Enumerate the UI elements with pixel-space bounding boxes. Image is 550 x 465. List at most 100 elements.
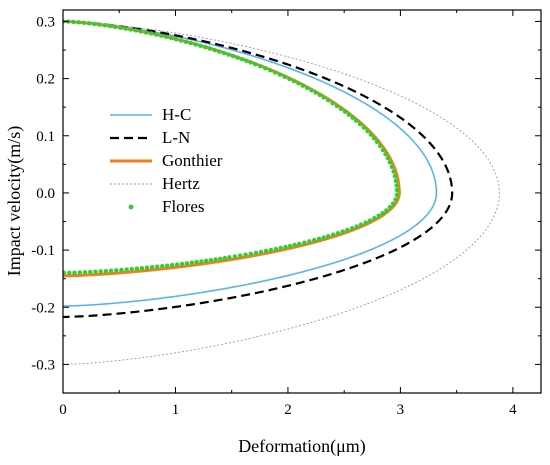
series-flores-point: [193, 42, 198, 47]
series-flores-point: [114, 268, 119, 273]
series-flores-point: [67, 270, 72, 276]
series-flores-point: [169, 262, 175, 268]
series-flores-point: [371, 136, 377, 141]
axis-ticks: 0 1 2 3 4 0.3 0.2 0.1 0.0 -0.1 -0.2 -0.3: [31, 10, 541, 418]
series-flores-point: [272, 70, 278, 75]
series-flores-point: [278, 245, 283, 251]
series-flores-point: [155, 264, 160, 269]
series-flores-point: [345, 227, 350, 233]
series-flores-point: [394, 187, 400, 193]
series-flores-point: [321, 235, 326, 240]
series-flores-point: [357, 121, 363, 127]
series-flores-point: [244, 58, 249, 64]
series-flores-point: [312, 237, 317, 243]
series-flores-point: [103, 268, 109, 274]
series-flores-point: [203, 44, 208, 50]
series-flores-point: [380, 211, 385, 216]
series-flores-point: [160, 263, 165, 269]
legend-flores-marker: [128, 204, 134, 210]
series-flores-point: [307, 239, 312, 244]
series-flores-point: [123, 26, 128, 31]
series-flores-point: [297, 241, 302, 247]
series-flores-point: [243, 252, 248, 257]
series-flores-point: [128, 27, 133, 32]
series-flores-point: [184, 261, 190, 266]
series-flores-point: [143, 30, 149, 35]
legend: H-C L-N Gonthier Hertz Flores: [110, 105, 223, 216]
series-flores-point: [238, 253, 243, 258]
series-flores-point: [346, 112, 352, 117]
series-flores-point: [252, 61, 258, 67]
series-flores-markers: [63, 19, 400, 276]
legend-hertz-label: Hertz: [162, 174, 200, 193]
series-flores-point: [394, 183, 399, 188]
series-flores-point: [63, 270, 67, 276]
series-flores-point: [218, 256, 223, 261]
series-flores-point: [97, 22, 102, 27]
y-tick-label: 0.0: [36, 186, 55, 202]
series-flores-point: [153, 32, 159, 37]
series-flores-point: [217, 49, 222, 54]
series-flores-point: [287, 76, 292, 82]
series-flores-point: [77, 270, 82, 275]
series-flores-point: [208, 257, 214, 263]
series-flores-point: [179, 261, 185, 267]
series-flores-point: [287, 243, 293, 249]
series-flores-point: [107, 23, 113, 29]
series-flores-point: [296, 81, 301, 86]
series-flores-point: [102, 23, 108, 28]
series-flores-point: [331, 232, 336, 237]
series-flores-point: [334, 103, 340, 109]
series-flores-point: [365, 128, 370, 134]
series-flores-point: [317, 92, 322, 98]
series-flores-point: [363, 220, 368, 225]
series-flores-point: [183, 39, 189, 44]
series-flores-point: [305, 85, 310, 91]
legend-flores-label: Flores: [162, 197, 205, 216]
series-flores-point: [350, 115, 355, 120]
series-flores-point: [253, 250, 259, 256]
series-hertz-line: [63, 20, 500, 365]
series-flores-point: [165, 263, 170, 268]
series-flores-point: [257, 63, 263, 69]
series-flores-point: [316, 236, 322, 242]
series-flores-point: [338, 106, 344, 112]
series-flores-point: [372, 216, 377, 221]
series-flores-point: [232, 254, 238, 259]
series-flores-point: [124, 267, 129, 272]
series-flores-point: [387, 205, 393, 210]
series-flores-point: [235, 55, 240, 60]
series-flores-point: [268, 247, 274, 253]
x-tick-label: 3: [397, 402, 405, 418]
series-flores-point: [139, 266, 145, 271]
series-flores-point: [93, 269, 98, 274]
series-flores-point: [376, 213, 381, 218]
series-flores-point: [354, 118, 359, 123]
series-flores-point: [149, 265, 155, 270]
series-flores-point: [92, 21, 97, 27]
series-flores-point: [273, 246, 279, 252]
series-flores-point: [174, 262, 180, 267]
series-flores-point: [71, 19, 76, 25]
series-flores-point: [221, 50, 227, 56]
series-flores-point: [263, 66, 268, 71]
y-tick-label: 0.3: [36, 14, 55, 30]
series-flores-point: [361, 125, 367, 130]
series-flores-point: [173, 37, 179, 42]
series-flores-point: [387, 160, 393, 165]
series-flores-point: [113, 24, 118, 30]
series-flores-point: [277, 72, 283, 77]
series-flores-point: [213, 257, 218, 262]
series-flores-point: [258, 249, 264, 255]
series-flores-point: [384, 208, 389, 213]
series-flores-point: [374, 139, 380, 144]
series-flores-point: [335, 230, 341, 236]
series-flores-point: [133, 28, 139, 33]
y-axis-label: Impact velocity(m/s): [4, 126, 25, 276]
series-flores-point: [189, 260, 194, 265]
series-flores-point: [226, 52, 231, 57]
series-flores-point: [367, 218, 373, 223]
series-flores-point: [138, 29, 144, 34]
series-flores-point: [230, 53, 236, 59]
series-flores-point: [239, 57, 245, 62]
